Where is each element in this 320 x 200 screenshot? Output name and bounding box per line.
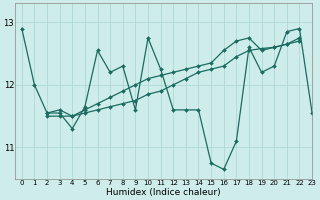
- X-axis label: Humidex (Indice chaleur): Humidex (Indice chaleur): [107, 188, 221, 197]
